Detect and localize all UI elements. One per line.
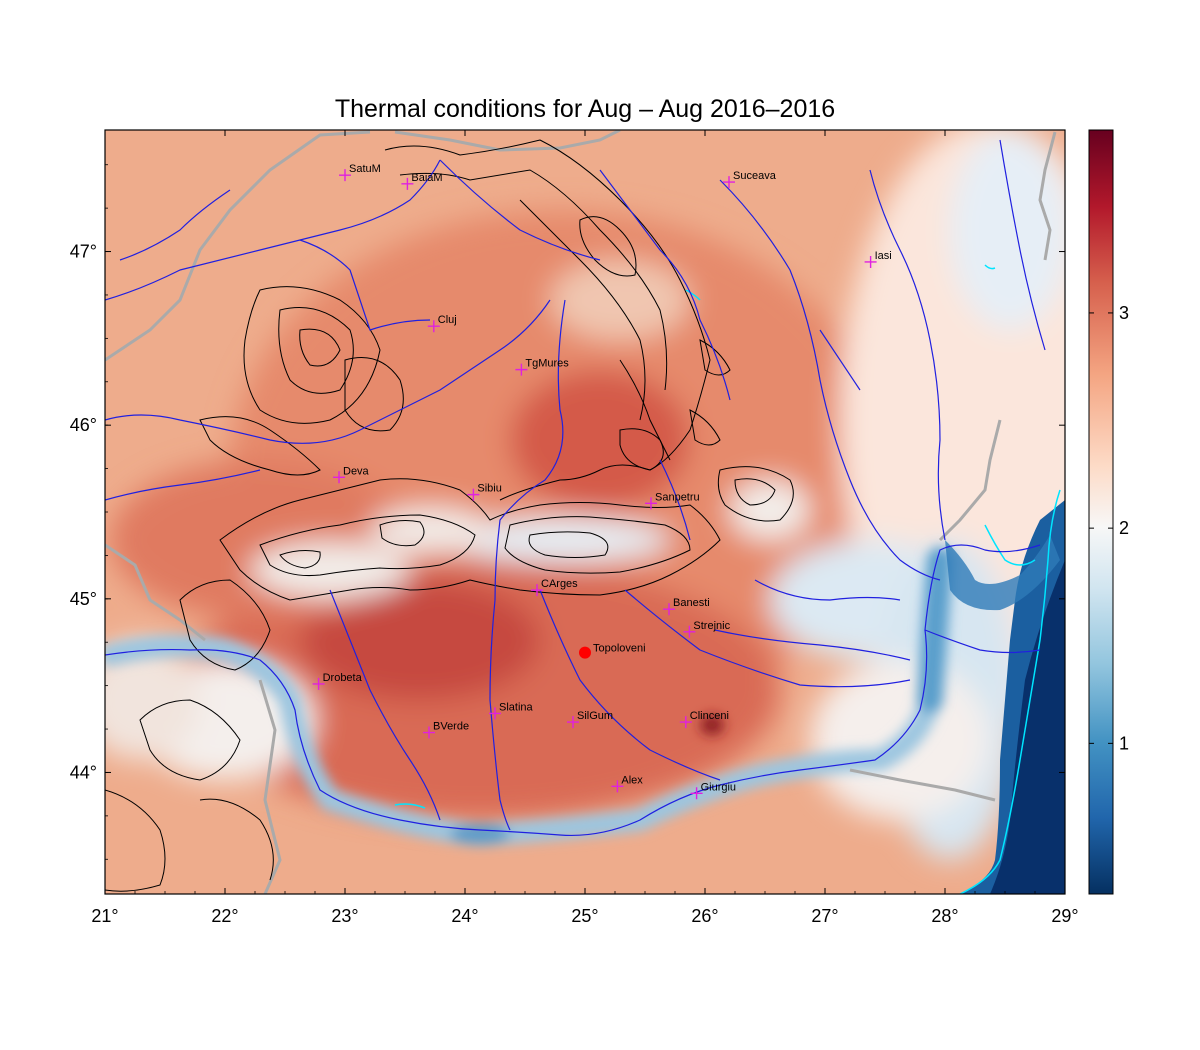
x-tick-label: 29°	[1051, 906, 1078, 926]
x-tick-label: 25°	[571, 906, 598, 926]
city-label: TgMures	[525, 358, 569, 370]
city-plus-icon	[611, 780, 624, 793]
colorbar-gradient	[1088, 129, 1114, 895]
city-marker: Alex	[611, 774, 643, 793]
city-marker: Sanpetru	[645, 491, 700, 510]
city-marker: CArges	[531, 578, 578, 597]
lakes-coastline	[394, 264, 1061, 894]
city-plus-icon	[423, 726, 435, 739]
highlight-station: Topoloveni	[579, 643, 646, 659]
city-plus-icon	[333, 471, 345, 484]
city-marker: Banesti	[663, 597, 710, 616]
x-tick-label: 28°	[931, 906, 958, 926]
map-axes: 21° 22° 23° 24° 25° 26° 27° 28° 29° 44° 45° 46° 47°	[70, 130, 1079, 926]
x-tick-label: 22°	[211, 906, 238, 926]
city-label: Strejnic	[693, 620, 730, 632]
city-label: Suceava	[733, 170, 777, 182]
city-plus-icon	[690, 787, 703, 800]
thermal-field	[105, 130, 1065, 894]
station-dot-icon	[579, 646, 591, 659]
terrain-contours	[105, 139, 794, 892]
city-marker: BaiaM	[401, 172, 443, 190]
colorbar-tick-label: 2	[1119, 518, 1129, 538]
city-marker: Iasi	[864, 250, 892, 268]
x-tick-label: 26°	[691, 906, 718, 926]
x-tick-label: 21°	[91, 906, 118, 926]
city-plus-icon	[864, 255, 877, 268]
city-plus-icon	[645, 497, 657, 510]
city-plus-icon	[489, 707, 501, 720]
map-title: Thermal conditions for Aug – Aug 2016–20…	[335, 95, 835, 123]
city-plus-icon	[312, 677, 325, 690]
city-label: Giurgiu	[701, 781, 736, 793]
x-tick-label: 24°	[451, 906, 478, 926]
city-marker: Giurgiu	[690, 781, 736, 800]
city-plus-icon	[663, 603, 675, 616]
y-tick-label: 46°	[70, 415, 97, 435]
city-marker: Suceava	[723, 170, 777, 189]
city-plus-icon	[531, 584, 543, 597]
city-plus-icon	[567, 716, 579, 729]
city-label: Slatina	[499, 701, 534, 713]
colorbar-ticks: 1 2 3	[1089, 303, 1129, 753]
city-label: Drobeta	[323, 672, 363, 684]
city-label: BaiaM	[411, 172, 442, 184]
y-tick-label: 45°	[70, 589, 97, 609]
city-label: CArges	[541, 578, 578, 590]
city-label: SatuM	[349, 163, 381, 175]
city-plus-icon	[467, 488, 480, 501]
city-marker: SilGum	[567, 710, 613, 729]
city-marker: Drobeta	[312, 672, 363, 690]
city-label: Alex	[621, 774, 643, 786]
city-marker: Clinceni	[679, 710, 729, 729]
city-label: BVerde	[433, 721, 469, 733]
city-plus-icon	[515, 363, 528, 376]
city-marker: BVerde	[423, 721, 469, 739]
city-marker: SatuM	[339, 163, 381, 182]
rivers	[105, 139, 1046, 836]
city-plus-icon	[683, 625, 696, 638]
city-label: Iasi	[875, 250, 892, 262]
y-tick-label: 44°	[70, 762, 97, 782]
city-plus-icon	[679, 716, 692, 729]
country-borders	[105, 130, 1057, 894]
colorbar-tick-label: 3	[1119, 303, 1129, 323]
city-marker: Cluj	[427, 314, 457, 333]
city-plus-icon	[339, 169, 351, 182]
map-panel: 21° 22° 23° 24° 25° 26° 27° 28° 29°44°45°46°47° …	[70, 129, 1079, 926]
city-markers: SatuM BaiaM Suceava Iasi Cluj TgMures Deva Sibi…	[312, 163, 892, 800]
city-label: Clinceni	[690, 710, 729, 722]
city-label: Sibiu	[477, 483, 501, 495]
city-marker: Sibiu	[467, 483, 502, 501]
x-tick-label: 27°	[811, 906, 838, 926]
city-marker: Strejnic	[683, 620, 731, 638]
city-plus-icon	[427, 320, 440, 333]
y-tick-label: 47°	[70, 242, 97, 262]
city-label: Banesti	[673, 597, 710, 609]
x-tick-label: 23°	[331, 906, 358, 926]
city-label: Deva	[343, 465, 370, 477]
station-label: Topoloveni	[593, 643, 646, 655]
city-plus-icon	[401, 177, 414, 190]
colorbar-tick-label: 1	[1119, 733, 1129, 753]
city-marker: Slatina	[489, 701, 534, 720]
city-marker: Deva	[333, 465, 370, 484]
city-label: Sanpetru	[655, 491, 700, 503]
city-plus-icon	[723, 176, 735, 189]
city-label: Cluj	[438, 314, 457, 326]
colorbar: 1 2 3	[1088, 129, 1129, 895]
city-marker: TgMures	[515, 358, 569, 376]
city-label: SilGum	[577, 710, 613, 722]
